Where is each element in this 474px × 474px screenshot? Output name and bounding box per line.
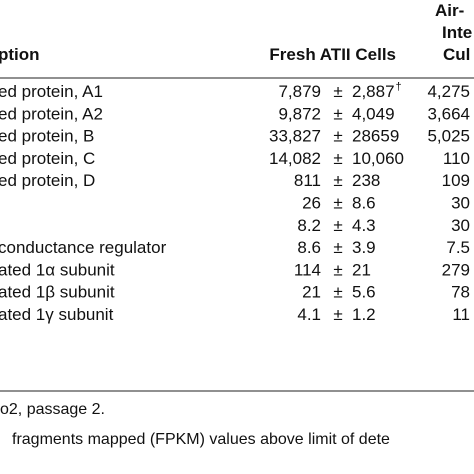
mean-cell: 33,827: [269, 127, 321, 146]
other-cell: 30: [451, 216, 470, 235]
description-cell: ated 1β subunit: [0, 283, 115, 302]
table-body: ed protein, A1 7,879 ±2,887 † 4,275 ed protei…: [0, 81, 470, 324]
description-cell: ated 1α subunit: [0, 260, 115, 279]
mean-cell: 7,879: [278, 82, 321, 101]
other-cell: 11: [452, 305, 470, 324]
mean-cell: 14,082: [269, 149, 321, 168]
header-other: Inte: [442, 23, 472, 42]
footnote-mark: †: [396, 81, 402, 93]
footnote: o2, passage 2.: [0, 401, 105, 418]
sd-cell: 5.6: [352, 283, 376, 302]
other-cell: 7.5: [446, 238, 470, 257]
description-cell: ed protein, C: [0, 149, 95, 168]
plus-minus: ±: [333, 82, 342, 101]
mean-cell: 114: [294, 260, 321, 279]
description-cell: ed protein, A2: [0, 104, 103, 123]
sd-cell: 3.9: [352, 238, 376, 257]
other-cell: 109: [442, 171, 470, 190]
header-description: ption: [0, 45, 40, 64]
other-cell: 5,025: [427, 127, 470, 146]
mean-cell: 8.2: [297, 216, 321, 235]
plus-minus: ±: [333, 104, 342, 123]
mean-cell: 21: [302, 283, 321, 302]
other-cell: 3,664: [427, 104, 470, 123]
sd-cell: 21: [352, 260, 371, 279]
plus-minus: ±: [333, 305, 342, 324]
plus-minus: ±: [333, 127, 342, 146]
plus-minus: ±: [333, 238, 342, 257]
plus-minus: ±: [333, 194, 342, 213]
mean-cell: 8.6: [297, 238, 321, 257]
other-cell: 78: [451, 283, 470, 302]
plus-minus: ±: [333, 283, 342, 302]
other-cell: 110: [443, 149, 470, 168]
mean-cell: 9,872: [278, 104, 321, 123]
sd-cell: 28659: [352, 127, 399, 146]
sd-cell: 1.2: [352, 305, 376, 324]
header-other: Cul: [443, 45, 470, 64]
footnote: fragments mapped (FPKM) values above lim…: [12, 431, 390, 448]
sd-cell: 4.3: [352, 216, 376, 235]
sd-cell: 238: [352, 171, 380, 190]
plus-minus: ±: [333, 149, 342, 168]
other-cell: 279: [442, 260, 470, 279]
description-cell: ed protein, D: [0, 171, 95, 190]
other-cell: 4,275: [427, 82, 470, 101]
description-cell: ed protein, B: [0, 127, 94, 146]
mean-cell: 26: [302, 194, 321, 213]
plus-minus: ±: [333, 171, 342, 190]
mean-cell: 811: [294, 171, 321, 190]
description-cell: ated 1γ subunit: [0, 305, 114, 324]
plus-minus: ±: [333, 260, 342, 279]
sd-cell: 4,049: [352, 104, 395, 123]
sd-cell: 10,060: [352, 149, 404, 168]
mean-cell: 4.1: [297, 305, 321, 324]
sd-cell: 8.6: [352, 194, 376, 213]
header-fresh: Fresh ATII Cells: [269, 45, 396, 64]
other-cell: 30: [451, 194, 470, 213]
description-cell: conductance regulator: [0, 238, 167, 257]
plus-minus: ±: [333, 216, 342, 235]
header-other: Air-: [435, 1, 464, 20]
sd-cell: 2,887: [352, 82, 395, 101]
description-cell: ed protein, A1: [0, 82, 103, 101]
